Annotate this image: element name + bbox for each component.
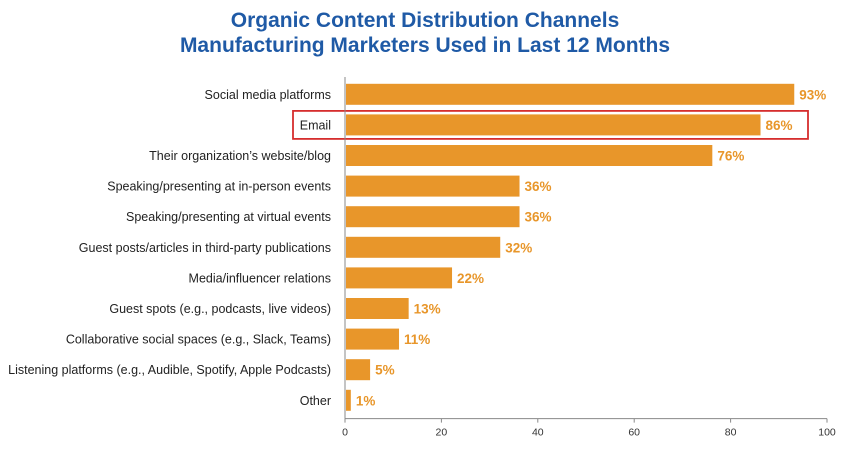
highlight-box bbox=[292, 110, 809, 140]
bar-10 bbox=[346, 389, 351, 411]
bar-4 bbox=[346, 206, 520, 228]
category-label-4: Speaking/presenting at virtual events bbox=[126, 210, 331, 224]
bar-3 bbox=[346, 175, 520, 197]
value-label-8: 11% bbox=[404, 332, 430, 347]
value-label-5: 32% bbox=[505, 240, 532, 255]
category-label-2: Their organization’s website/blog bbox=[149, 149, 331, 163]
value-label-9: 5% bbox=[375, 363, 395, 378]
value-label-7: 13% bbox=[414, 302, 441, 317]
x-tick-label-1: 20 bbox=[436, 427, 448, 439]
chart-title: Organic Content Distribution Channels bbox=[230, 9, 620, 32]
bar-1 bbox=[346, 114, 761, 136]
bar-9 bbox=[346, 359, 371, 381]
value-label-0: 93% bbox=[799, 87, 826, 102]
bar-0 bbox=[346, 83, 795, 105]
value-label-4: 36% bbox=[525, 210, 552, 225]
value-label-6: 22% bbox=[457, 271, 484, 286]
x-tick-label-2: 40 bbox=[532, 427, 544, 439]
category-label-8: Collaborative social spaces (e.g., Slack… bbox=[66, 333, 331, 347]
bar-5 bbox=[346, 236, 501, 258]
category-label-3: Speaking/presenting at in-person events bbox=[107, 180, 331, 194]
bar-6 bbox=[346, 267, 453, 289]
x-tick-label-3: 60 bbox=[628, 427, 640, 439]
category-label-1: Email bbox=[300, 118, 331, 132]
category-label-6: Media/influencer relations bbox=[189, 271, 331, 285]
value-label-10: 1% bbox=[356, 393, 376, 408]
category-label-5: Guest posts/articles in third-party publ… bbox=[79, 241, 331, 255]
category-label-0: Social media platforms bbox=[205, 88, 331, 102]
value-label-3: 36% bbox=[525, 179, 552, 194]
chart-subtitle: Manufacturing Marketers Used in Last 12 … bbox=[179, 34, 671, 57]
category-label-10: Other bbox=[300, 394, 331, 408]
bar-7 bbox=[346, 298, 409, 319]
x-tick-label-4: 80 bbox=[725, 427, 737, 439]
category-label-9: Listening platforms (e.g., Audible, Spot… bbox=[8, 363, 331, 377]
category-label-7: Guest spots (e.g., podcasts, live videos… bbox=[109, 302, 331, 316]
bar-8 bbox=[346, 328, 400, 350]
x-tick-label-0: 0 bbox=[342, 427, 348, 439]
x-tick-label-5: 100 bbox=[818, 427, 836, 439]
bar-2 bbox=[346, 145, 713, 166]
value-label-1: 86% bbox=[766, 118, 793, 133]
value-label-2: 76% bbox=[717, 149, 744, 164]
